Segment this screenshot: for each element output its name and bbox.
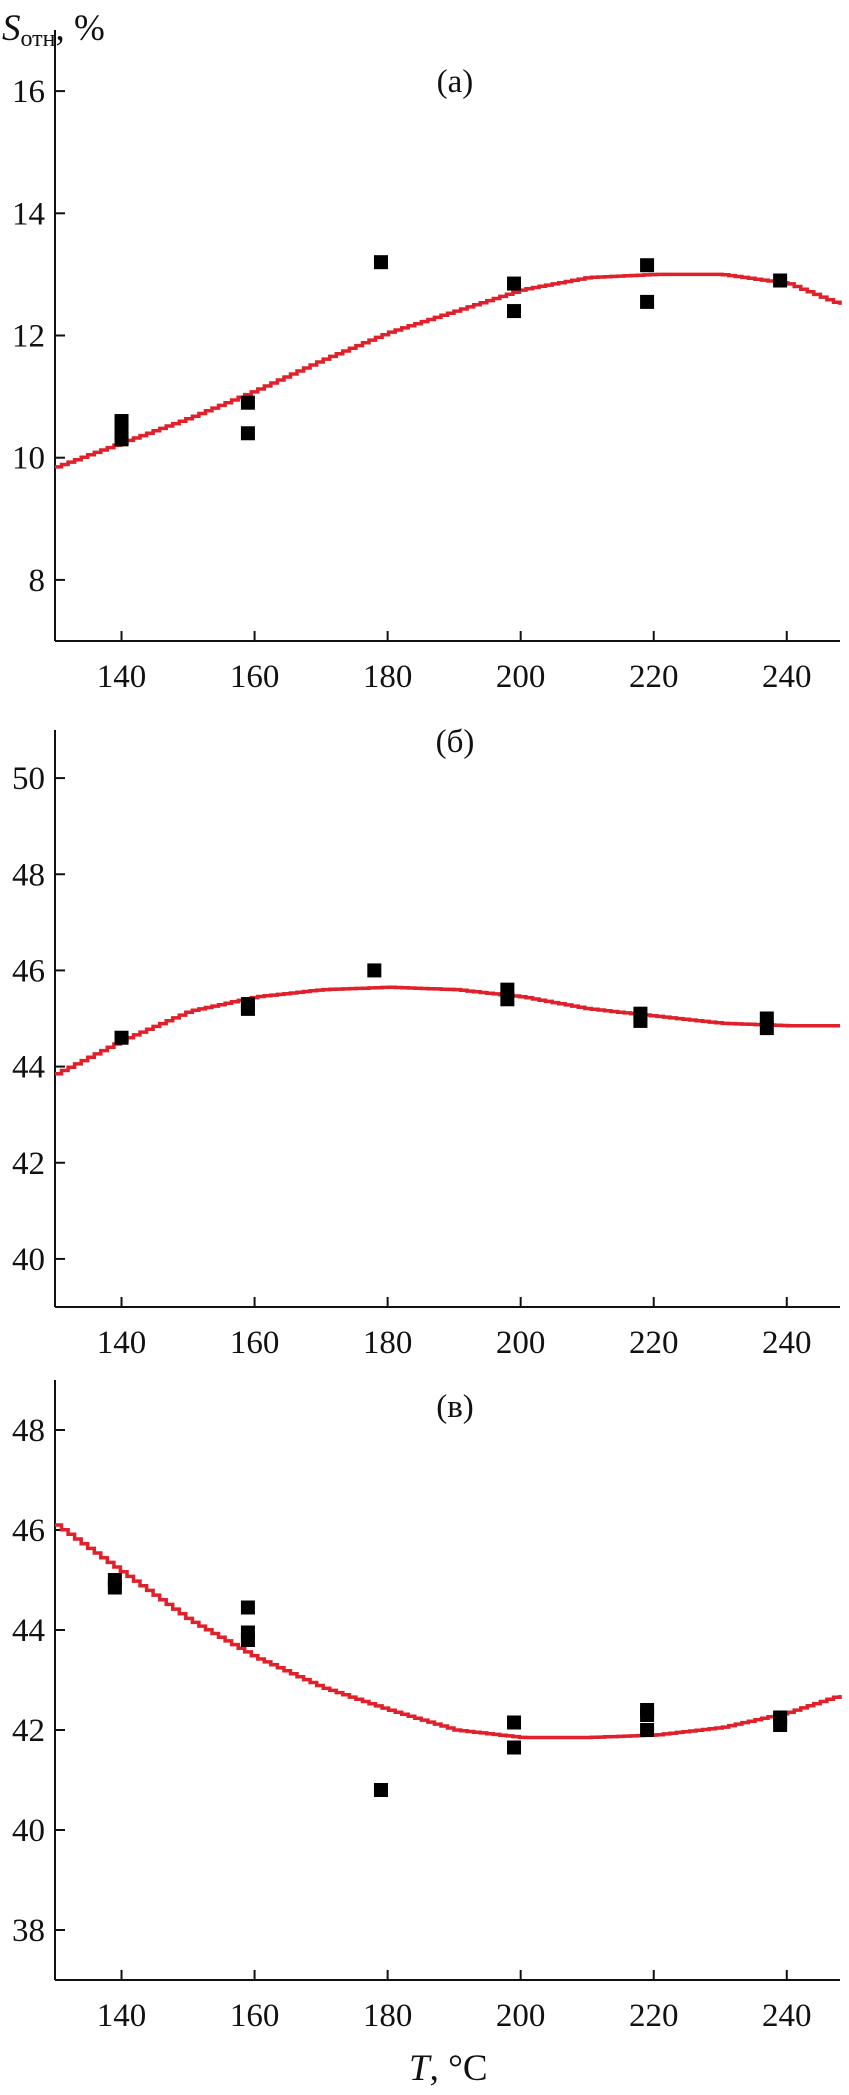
data-point [507,1740,522,1755]
y-tick-label: 50 [12,761,45,797]
data-point [114,432,129,447]
y-tick-label: 12 [12,319,45,355]
y-tick-label: 8 [29,563,46,599]
panel-c: 38 40 42 44 46 48 140 160 180 200 220 240 (в) [12,1380,842,2034]
x-tick-label: 240 [762,659,812,695]
x-tick-label: 200 [496,1325,546,1361]
x-tick-label: 140 [97,1998,147,2034]
fit-curve [55,985,840,1076]
data-point [640,258,655,273]
panel-label: (б) [436,724,475,760]
panel-label: (в) [436,1389,474,1425]
x-tick-label: 180 [363,1325,413,1361]
fit-curve [55,272,842,469]
x-tick-label: 160 [230,659,280,695]
y-tick-label: 38 [12,1913,45,1949]
panel-b: 40 42 44 46 48 50 140 160 180 200 220 240 (б) [12,724,840,1361]
data-point [500,992,515,1007]
data-point [640,1708,655,1722]
y-tick-label: 46 [12,953,45,989]
x-tick-label: 220 [629,659,679,695]
panel-label: (а) [437,64,474,100]
x-tick-label: 240 [762,1998,812,2034]
data-point [773,1718,788,1732]
data-point [507,276,522,291]
x-tick-label: 200 [496,659,546,695]
x-tick-label: 160 [230,1998,280,2034]
data-point [373,255,388,270]
x-tick-label: 160 [230,1325,280,1361]
y-tick-label: 16 [12,74,45,110]
data-point [114,1030,129,1045]
data-point [240,426,255,441]
y-axis-title: Sотн, % [2,8,105,52]
y-axis-title-sub: отн [21,26,56,52]
y-tick-label: 44 [12,1050,45,1086]
x-tick-label: 140 [97,659,147,695]
x-axis-title: T, °C [409,2048,488,2089]
data-point [773,273,788,288]
y-tick-label: 44 [12,1613,45,1649]
data-point [240,1633,255,1647]
y-tick-label: 48 [12,857,45,893]
data-point [507,304,522,319]
x-axis-title-main: T [409,2048,432,2089]
data-point [640,294,655,309]
data-point [240,395,255,410]
y-tick-label: 42 [12,1713,45,1749]
data-point [240,1600,255,1615]
data-point [507,1715,522,1730]
x-tick-label: 180 [363,1998,413,2034]
x-tick-label: 180 [363,659,413,695]
y-tick-label: 46 [12,1513,45,1549]
x-tick-label: 220 [629,1325,679,1361]
y-tick-label: 40 [12,1242,45,1278]
x-tick-label: 220 [629,1998,679,2034]
y-axis-title-unit: , % [56,8,105,49]
x-tick-label: 200 [496,1998,546,2034]
x-axis-title-unit: , °C [430,2048,488,2089]
data-point [759,1021,774,1036]
data-point [367,963,382,978]
y-tick-label: 42 [12,1146,45,1182]
y-tick-label: 10 [12,441,45,477]
y-tick-label: 48 [12,1413,45,1449]
data-point [107,1580,122,1595]
data-point [240,1001,255,1016]
y-tick-label: 14 [12,196,45,232]
y-tick-label: 40 [12,1813,45,1849]
x-tick-label: 140 [97,1325,147,1361]
panel-a: 8 10 12 14 16 140 160 180 200 220 240 (а) [12,30,842,695]
data-point [373,1783,388,1797]
fit-curve [55,1523,842,1740]
y-axis-title-main: S [2,8,21,49]
data-point [633,1013,648,1028]
data-point [640,1723,655,1737]
x-tick-label: 240 [762,1325,812,1361]
